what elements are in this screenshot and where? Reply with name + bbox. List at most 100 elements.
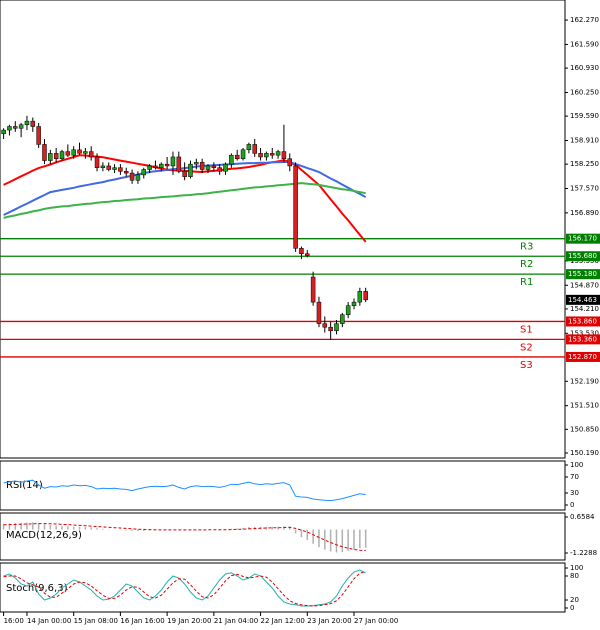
candle-body xyxy=(1,129,6,134)
candle-body xyxy=(147,165,152,170)
pivot-name: R3 xyxy=(520,242,533,253)
x-tick-label: 27 Jan 00:00 xyxy=(354,617,398,625)
y-tick-label: 162.270 xyxy=(570,16,599,24)
price-box xyxy=(566,233,600,244)
candle-body xyxy=(275,151,281,156)
candle-body xyxy=(229,154,234,165)
candle-body xyxy=(77,149,82,154)
candle-body xyxy=(363,291,368,301)
price-box xyxy=(566,316,600,327)
candle-body xyxy=(65,151,71,156)
candle-body xyxy=(123,171,129,174)
y-tick-label: -1.2288 xyxy=(570,549,597,557)
y-tick-label: 153.530 xyxy=(570,329,599,337)
candle-body xyxy=(334,323,339,332)
candle-body xyxy=(293,165,298,249)
candle-body xyxy=(118,167,123,172)
y-tick-label: 150.190 xyxy=(570,449,599,457)
candle-body xyxy=(252,144,257,154)
price-box-label: 153.360 xyxy=(568,335,597,343)
candle-body xyxy=(357,291,363,303)
candle-body xyxy=(287,158,293,167)
y-tick-label: 20 xyxy=(570,596,579,604)
candle-body xyxy=(135,174,141,181)
price-box-label: 156.170 xyxy=(568,235,597,243)
y-tick-label: 0.6584 xyxy=(570,513,595,521)
candle-body xyxy=(246,144,252,151)
x-tick-label: 21 Jan 04:00 xyxy=(214,617,258,625)
price-box xyxy=(566,334,600,345)
x-tick-label: 16:00 xyxy=(4,617,24,625)
candle-body xyxy=(205,165,211,170)
rsi-panel xyxy=(0,460,566,511)
candle-body xyxy=(322,323,328,328)
x-tick-label: 15 Jan 08:00 xyxy=(74,617,118,625)
candle-body xyxy=(258,153,263,158)
y-tick-label: 160.930 xyxy=(570,64,599,72)
candle-body xyxy=(83,151,88,154)
indicator-line xyxy=(3,182,366,219)
candle-body xyxy=(100,165,106,168)
candle-body xyxy=(141,169,147,176)
candle-body xyxy=(112,167,117,170)
y-tick-label: 158.250 xyxy=(570,160,599,168)
stoch-panel xyxy=(0,562,566,613)
price-box-label: 153.860 xyxy=(568,317,597,325)
panel-title: Stoch(9,6,3) xyxy=(6,583,68,594)
candle-body xyxy=(340,314,345,324)
y-tick-label: 156.890 xyxy=(570,209,599,217)
indicator-line xyxy=(3,479,366,502)
candle-body xyxy=(30,120,36,127)
y-tick-label: 161.590 xyxy=(570,40,599,48)
candle-body xyxy=(48,153,53,161)
candle-body xyxy=(188,163,193,177)
candle-body xyxy=(269,153,275,156)
last-price-label: 154.463 xyxy=(568,296,597,304)
candle-body xyxy=(182,171,187,177)
candle-body xyxy=(299,248,304,254)
indicator-line xyxy=(3,523,366,551)
candle-body xyxy=(194,162,199,165)
price-box xyxy=(566,251,600,262)
candle-body xyxy=(159,163,164,168)
candle-body xyxy=(36,126,41,145)
candle-body xyxy=(351,301,357,306)
candle-body xyxy=(264,153,269,158)
pivot-name: R1 xyxy=(520,277,533,288)
x-tick-label: 14 Jan 00:00 xyxy=(27,617,71,625)
candle-body xyxy=(7,126,12,131)
indicator-line xyxy=(3,569,366,607)
price-box-label: 152.870 xyxy=(568,353,597,361)
y-tick-label: 152.190 xyxy=(570,377,599,385)
y-tick-label: 154.870 xyxy=(570,281,599,289)
candle-body xyxy=(129,172,135,181)
indicator-line xyxy=(3,571,366,607)
pivot-name: S3 xyxy=(520,360,533,371)
price-box-label: 155.680 xyxy=(568,252,597,260)
y-tick-label: 154.210 xyxy=(570,305,599,313)
y-tick-label: 0 xyxy=(570,604,574,612)
candle-body xyxy=(24,120,30,125)
price-box xyxy=(566,269,600,280)
y-tick-label: 159.590 xyxy=(570,112,599,120)
pivot-name: S2 xyxy=(520,342,533,353)
y-tick-label: 157.570 xyxy=(570,185,599,193)
candle-body xyxy=(217,167,222,172)
candle-body xyxy=(106,165,111,170)
main-panel xyxy=(0,0,566,459)
candle-body xyxy=(176,156,182,172)
candle-body xyxy=(305,253,310,256)
candle-body xyxy=(13,126,18,129)
panel-title: MACD(12,26,9) xyxy=(6,530,82,541)
x-tick-label: 16 Jan 16:00 xyxy=(120,617,164,625)
candle-body xyxy=(42,144,47,161)
panel-title: RSI(14) xyxy=(6,480,43,491)
candle-body xyxy=(88,151,94,158)
candle-body xyxy=(281,151,287,160)
y-tick-label: 150.850 xyxy=(570,425,599,433)
price-box-label: 155.180 xyxy=(568,270,597,278)
candle-body xyxy=(199,162,205,170)
y-tick-label: 100 xyxy=(570,461,583,469)
x-tick-label: 22 Jan 12:00 xyxy=(261,617,305,625)
